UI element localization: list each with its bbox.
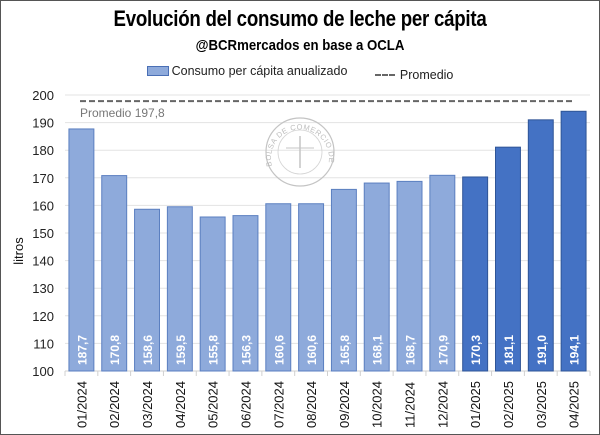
x-tick-label: 06/2024 [238, 381, 253, 428]
x-tick-label: 01/2025 [468, 381, 483, 428]
bar-data-label: 168,7 [404, 335, 418, 365]
chart-subtitle: @BCRmercados en base a OCLA [195, 37, 405, 54]
bar [265, 203, 292, 372]
bar [396, 180, 423, 372]
x-tick-label: 05/2024 [206, 381, 221, 428]
bar-data-label: 181,1 [502, 335, 516, 365]
legend-item-promedio: Promedio [374, 68, 454, 82]
y-tick-label: 160 [32, 198, 54, 213]
bar-data-label: 160,6 [272, 335, 286, 365]
legend-swatch-dashed-line [374, 74, 395, 76]
x-tick-label: 10/2024 [370, 381, 385, 428]
x-tick-label: 07/2024 [271, 381, 286, 428]
y-tick-label: 190 [32, 116, 54, 131]
bar [527, 119, 554, 372]
bar [68, 128, 95, 372]
bar-data-label: 160,6 [305, 335, 319, 365]
bar-data-label: 187,7 [75, 335, 89, 365]
bar [495, 146, 521, 372]
bar [298, 203, 325, 372]
x-tick-label: 03/2025 [534, 381, 549, 428]
legend: Consumo per cápita anualizado Promedio [0, 64, 600, 82]
y-tick-label: 180 [32, 143, 54, 158]
legend-label-promedio: Promedio [399, 68, 454, 82]
y-axis-title: litros [11, 237, 26, 265]
bar-data-label: 170,9 [436, 335, 450, 365]
x-tick-label: 04/2025 [567, 381, 582, 428]
legend-item-consumo: Consumo per cápita anualizado [146, 64, 348, 78]
legend-swatch-bars [146, 66, 169, 76]
bar [363, 182, 390, 372]
y-tick-label: 150 [32, 226, 54, 241]
bar-data-label: 159,5 [174, 335, 188, 365]
x-tick-label: 01/2024 [74, 381, 89, 428]
x-tick-label: 04/2024 [173, 381, 188, 428]
bar-data-label: 165,8 [338, 335, 352, 365]
bar-data-label: 168,1 [371, 335, 385, 365]
legend-label-consumo: Consumo per cápita anualizado [171, 64, 348, 78]
bar-data-label: 170,3 [469, 335, 483, 365]
x-tick-label: 11/2024 [403, 382, 418, 428]
y-tick-label: 170 [32, 171, 54, 186]
watermark-text: BOLSA DE COMERCIO DE ROSARIO [0, 0, 336, 167]
bar-data-label: 194,1 [568, 335, 582, 365]
bar [462, 176, 489, 372]
watermark-seal-icon [265, 117, 335, 187]
y-tick-label: 130 [32, 281, 54, 296]
bar [166, 206, 193, 372]
y-tick-label: 120 [32, 309, 54, 324]
bar [560, 110, 587, 372]
bar [134, 208, 160, 372]
x-tick-label: 08/2024 [304, 381, 319, 428]
bar [330, 188, 357, 372]
y-tick-label: 110 [33, 336, 54, 351]
y-tick-label: 140 [32, 254, 54, 269]
x-tick-label: 12/2024 [435, 381, 450, 428]
bar [199, 216, 226, 372]
bar-data-label: 191,0 [535, 335, 549, 365]
bar [429, 174, 456, 372]
bar-data-label: 155,8 [207, 335, 221, 365]
y-tick-label: 200 [32, 88, 54, 103]
bar-data-label: 170,8 [108, 335, 122, 365]
chart-title: Evolución del consumo de leche per cápit… [113, 6, 487, 31]
x-tick-label: 03/2024 [140, 381, 155, 428]
bar-data-label: 156,3 [239, 335, 253, 365]
watermark-inner-circle [277, 129, 323, 175]
bar [232, 215, 259, 372]
y-tick-label: 100 [32, 364, 54, 379]
x-tick-label: 02/2024 [107, 381, 122, 428]
average-label: Promedio 197,8 [80, 106, 165, 120]
x-tick-label: 02/2025 [501, 381, 516, 428]
x-tick-label: 09/2024 [337, 381, 352, 428]
bar [101, 175, 128, 372]
bar-data-label: 158,6 [141, 335, 155, 365]
